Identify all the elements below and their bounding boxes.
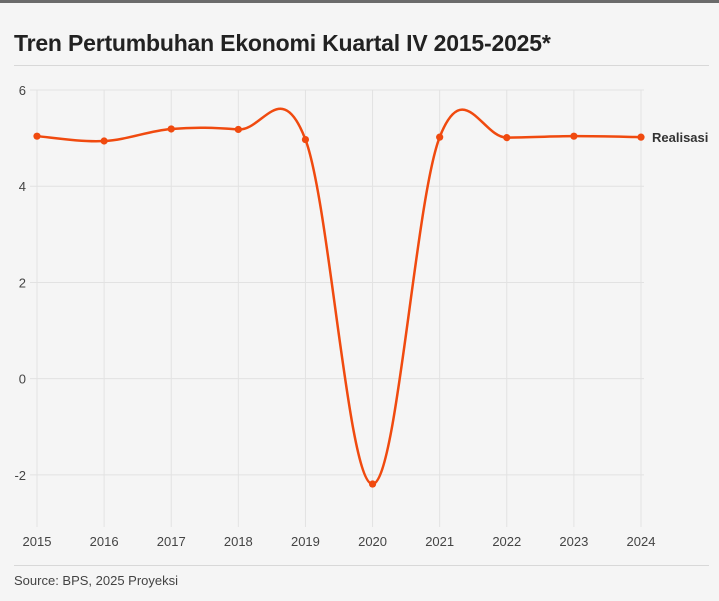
x-tick-label: 2019 [291,534,320,549]
data-point[interactable] [503,134,511,142]
data-point[interactable] [33,132,41,140]
y-axis-ticks: 6 4 2 0 -2 [14,83,26,483]
y-tick-label: 4 [19,179,26,194]
data-point[interactable] [301,135,310,144]
x-tick-label: 2022 [492,534,521,549]
data-point[interactable] [368,480,377,488]
data-point[interactable] [167,125,175,133]
y-tick-label: 6 [19,83,26,98]
x-tick-label: 2018 [224,534,253,549]
series-line [35,107,643,486]
footer-divider [14,565,709,566]
data-point[interactable] [436,133,444,141]
series-realisasi: Realisasi [33,107,708,488]
y-tick-label: 0 [19,372,26,387]
y-tick-label: -2 [14,468,26,483]
data-point[interactable] [637,133,645,141]
x-tick-label: 2016 [90,534,119,549]
y-tick-label: 2 [19,275,26,290]
grid-lines [30,89,644,527]
x-tick-label: 2023 [559,534,588,549]
data-point[interactable] [234,125,242,134]
x-tick-label: 2021 [425,534,454,549]
series-label: Realisasi [652,130,708,145]
x-tick-label: 2015 [23,534,52,549]
x-tick-label: 2024 [627,534,656,549]
x-axis-ticks: 2015 2016 2017 2018 2019 2020 2021 2022 2023 2024 [23,534,656,549]
title-divider [14,65,709,66]
top-rule [0,0,719,3]
data-point[interactable] [570,132,578,140]
source-note: Source: BPS, 2025 Proyeksi [14,573,179,588]
x-tick-label: 2017 [157,534,186,549]
chart-title: Tren Pertumbuhan Ekonomi Kuartal IV 2015… [14,30,551,56]
x-tick-label: 2020 [358,534,387,549]
data-point[interactable] [100,137,108,145]
